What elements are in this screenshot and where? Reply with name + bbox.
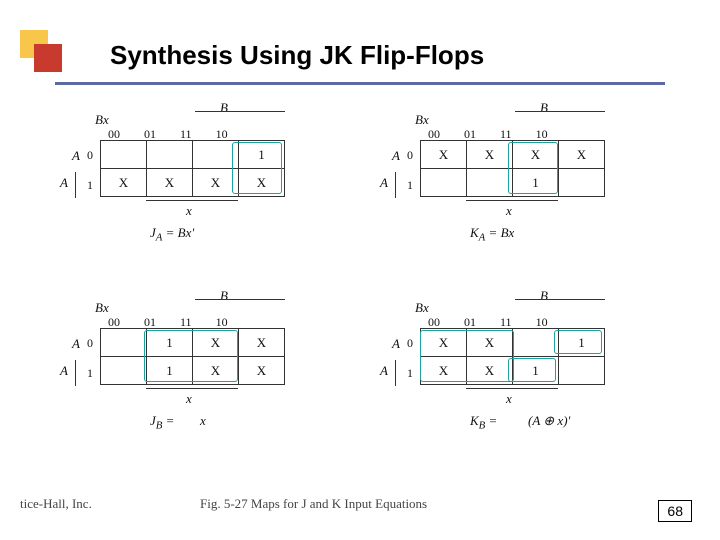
cell: 1 [239, 141, 285, 169]
cell: 1 [559, 329, 605, 357]
x-bracket [146, 388, 238, 389]
kmap-ja: B Bx 00 01 11 10 A A 0 1 1 X X X X [60, 100, 340, 260]
cell: X [239, 357, 285, 385]
cell: X [193, 169, 239, 197]
cell [101, 329, 147, 357]
cell: X [101, 169, 147, 197]
cell [101, 357, 147, 385]
slide-corner-decoration [20, 30, 70, 90]
x-bracket [466, 200, 558, 201]
row-label-1: 1 [407, 178, 413, 193]
a-bracket [395, 172, 396, 198]
a-bracket [75, 172, 76, 198]
b-bracket [195, 299, 285, 300]
cell: X [467, 141, 513, 169]
b-bracket [515, 111, 605, 112]
label-b-top: B [220, 100, 228, 116]
label-a-row0: A [72, 336, 80, 352]
cell: X [421, 141, 467, 169]
cell: X [467, 357, 513, 385]
figure-caption: Fig. 5-27 Maps for J and K Input Equatio… [200, 496, 427, 512]
cell: 1 [147, 357, 193, 385]
row-label-1: 1 [407, 366, 413, 381]
label-a-row0: A [392, 336, 400, 352]
label-x-bottom: x [186, 391, 192, 407]
equation-kb: KB = [470, 413, 497, 432]
cell: 1 [147, 329, 193, 357]
x-bracket [466, 388, 558, 389]
deco-red-square [34, 44, 62, 72]
cell: X [193, 329, 239, 357]
cell: X [467, 329, 513, 357]
label-bx: Bx [95, 112, 109, 128]
label-x-bottom: x [506, 391, 512, 407]
a-bracket [75, 360, 76, 386]
cell: 1 [513, 357, 559, 385]
cell [513, 329, 559, 357]
kmap-table: 1 X X 1 X X [100, 328, 285, 385]
row-label-0: 0 [407, 148, 413, 163]
label-x-bottom: x [186, 203, 192, 219]
cell: X [193, 357, 239, 385]
a-bracket [395, 360, 396, 386]
page-number: 68 [658, 500, 692, 522]
cell: X [513, 141, 559, 169]
row-label-1: 1 [87, 366, 93, 381]
footer-credit: tice-Hall, Inc. [20, 496, 92, 512]
label-bx: Bx [415, 112, 429, 128]
label-b-top: B [220, 288, 228, 304]
row-label-0: 0 [87, 148, 93, 163]
label-bx: Bx [95, 300, 109, 316]
cell: 1 [513, 169, 559, 197]
equation-ja: JA = Bx' [150, 225, 194, 244]
label-b-top: B [540, 288, 548, 304]
cell [559, 169, 605, 197]
label-a-row0: A [392, 148, 400, 164]
kmap-kb: B Bx 00 01 11 10 A A 0 1 X X 1 X X 1 [380, 288, 660, 448]
equation-jb: JB = [150, 413, 174, 432]
equation-ka: KA = Bx [470, 225, 514, 244]
kmap-table: 1 X X X X [100, 140, 285, 197]
b-bracket [515, 299, 605, 300]
label-a-row1: A [380, 363, 388, 379]
cell: X [147, 169, 193, 197]
label-a-row1: A [60, 363, 68, 379]
cell [193, 141, 239, 169]
b-bracket [195, 111, 285, 112]
label-x-bottom: x [506, 203, 512, 219]
cell [467, 169, 513, 197]
kmap-ka: B Bx 00 01 11 10 A A 0 1 X X X X 1 [380, 100, 660, 260]
label-a-row1: A [380, 175, 388, 191]
kmap-jb: B Bx 00 01 11 10 A A 0 1 1 X X 1 X X [60, 288, 340, 448]
equation-jb-rhs: x [200, 413, 206, 429]
cell: X [559, 141, 605, 169]
row-label-0: 0 [87, 336, 93, 351]
cell: X [421, 329, 467, 357]
x-bracket [146, 200, 238, 201]
slide-title: Synthesis Using JK Flip-Flops [110, 40, 484, 71]
kmap-table: X X 1 X X 1 [420, 328, 605, 385]
label-a-row1: A [60, 175, 68, 191]
cell [101, 141, 147, 169]
cell: X [421, 357, 467, 385]
cell [559, 357, 605, 385]
cell: X [239, 169, 285, 197]
row-label-1: 1 [87, 178, 93, 193]
row-label-0: 0 [407, 336, 413, 351]
kmap-table: X X X X 1 [420, 140, 605, 197]
cell [147, 141, 193, 169]
cell: X [239, 329, 285, 357]
label-b-top: B [540, 100, 548, 116]
cell [421, 169, 467, 197]
kmap-grid: B Bx 00 01 11 10 A A 0 1 1 X X X X [60, 100, 660, 448]
label-a-row0: A [72, 148, 80, 164]
title-underline [55, 82, 665, 85]
label-bx: Bx [415, 300, 429, 316]
equation-kb-rhs: (A ⊕ x)' [528, 413, 570, 429]
